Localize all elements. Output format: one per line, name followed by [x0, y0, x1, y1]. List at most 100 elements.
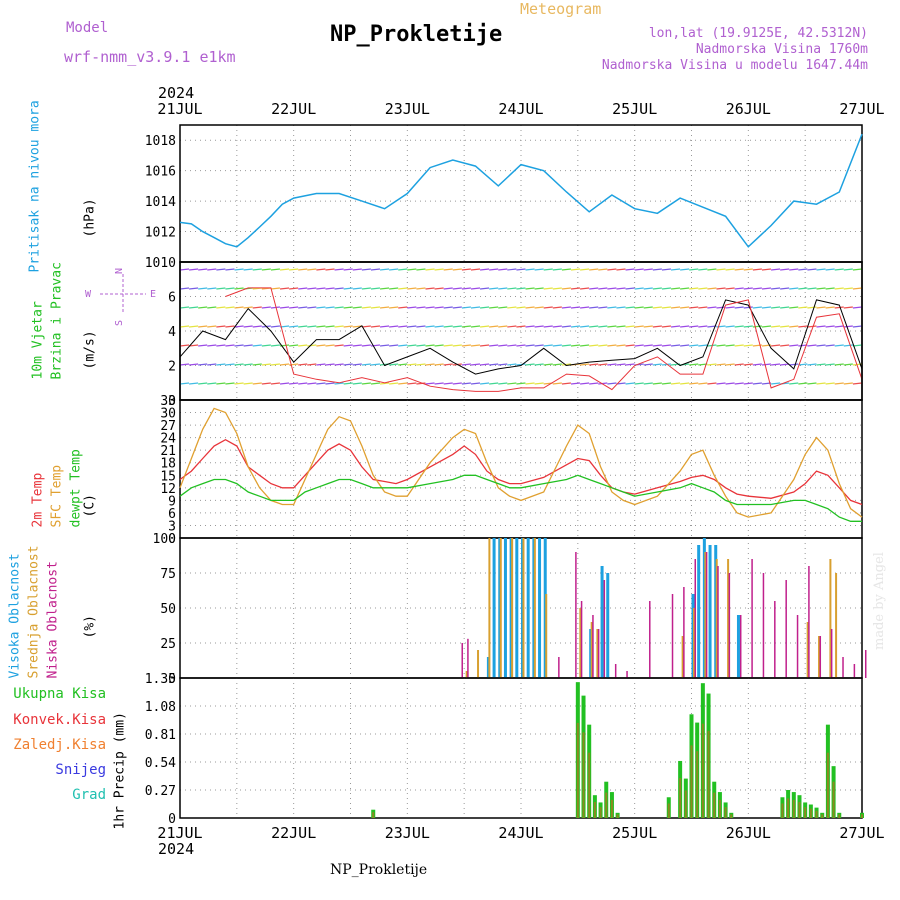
precip-conv-bar [576, 722, 579, 818]
wind-arrow [616, 306, 626, 309]
x-tick-label-bottom: 26JUL [726, 824, 771, 842]
cloud-bar-low_cloud [739, 615, 742, 678]
cloud-bar-low_cloud [705, 552, 708, 678]
wind-arrow [470, 287, 481, 290]
wind-arrow [625, 268, 635, 271]
wind-arrow [689, 344, 699, 347]
wind-arrow [525, 363, 535, 366]
wind-arrow [834, 287, 844, 290]
wind-arrow [743, 306, 753, 309]
wind-arrow [343, 287, 353, 290]
x-tick-label-top: 22JUL [271, 100, 316, 118]
wind-arrow [261, 382, 271, 385]
wind-arrow [398, 363, 408, 366]
wind-arrow [289, 325, 299, 328]
wind-arrow [289, 382, 299, 385]
wind-arrow [825, 287, 835, 290]
wind-arrow [352, 344, 362, 347]
y-tick-label: 15 [160, 469, 176, 484]
wind-arrow [225, 306, 235, 309]
cloud-bar-low_cloud [842, 657, 844, 678]
model-elevation-text: Nadmorska Visina u modelu 1647.44m [601, 58, 868, 73]
cloud-bar-low_cloud [597, 629, 600, 678]
wind-arrow [416, 382, 426, 385]
wind-arrow [798, 306, 808, 309]
wind-arrow [652, 382, 662, 385]
wind-arrow [343, 325, 353, 328]
wind-arrow [607, 268, 617, 271]
year-bottom: 2024 [158, 840, 194, 858]
cloud-bar-low_cloud [717, 566, 719, 678]
wind-arrow [279, 382, 290, 385]
cloud-bar-mid_cloud [533, 538, 536, 678]
wind-arrow [489, 287, 499, 290]
precip-conv-bar [718, 799, 721, 818]
wind-arrow [425, 382, 435, 385]
wind-compass: W E N S [85, 268, 156, 326]
cloud-bar-low_cloud [626, 671, 628, 678]
precip-conv-bar [667, 803, 670, 818]
wind-arrow [480, 287, 490, 290]
wind-arrow [298, 306, 308, 309]
wind-arrow [389, 287, 399, 290]
wind-arrow [243, 344, 253, 347]
wind-arrow [325, 363, 335, 366]
wind-arrow [343, 382, 353, 385]
cloud-bar-mid_cloud [499, 538, 502, 678]
compass-s: S [114, 320, 125, 326]
legend-konvek-kisa: Konvek.Kisa [13, 712, 106, 728]
wind-arrow [407, 325, 417, 328]
wind-arrow [552, 287, 562, 290]
wind-arrow [525, 344, 535, 347]
x-tick-label-bottom: 23JUL [385, 824, 430, 842]
wind-arrow [179, 306, 190, 309]
cloud-bar-high_cloud [538, 538, 542, 678]
wind-arrow [225, 325, 235, 328]
cloud-bar-mid_cloud [681, 636, 684, 678]
wind-arrow [661, 325, 672, 328]
wind-arrow [470, 268, 481, 271]
x-tick-label-bottom: 25JUL [612, 824, 657, 842]
wind-arrow [516, 344, 526, 347]
wind-arrow [179, 382, 190, 385]
wind-arrow [425, 363, 435, 366]
wind-arrow [316, 287, 326, 290]
wind-arrow [370, 382, 381, 385]
wind-arrow [589, 363, 599, 366]
wind-arrow [516, 363, 526, 366]
y-tick-label: 24 [160, 432, 176, 447]
x-tick-label-bottom: 27JUL [839, 824, 884, 842]
wind-arrow [434, 344, 444, 347]
wind-arrow [189, 382, 199, 385]
meteogram-subtitle: Meteogram [520, 0, 602, 18]
wind-arrow [398, 306, 408, 309]
wind-arrow [507, 363, 517, 366]
wind-arrow [480, 268, 490, 271]
wind-arrow [771, 268, 781, 271]
wind-arrow [352, 306, 362, 309]
wind-arrow [807, 382, 817, 385]
precip-conv-bar [616, 814, 619, 818]
wind-arrow [825, 306, 835, 309]
y-tick-label: 0 [168, 394, 176, 409]
x-tick-label-bottom: 24JUL [498, 824, 543, 842]
wind-arrow [670, 325, 681, 328]
wind-arrow [480, 306, 490, 309]
wind-arrow [825, 382, 835, 385]
wind-arrow [216, 287, 226, 290]
wind-arrow [261, 344, 271, 347]
wind-arrow [316, 382, 326, 385]
wind-arrow [598, 325, 608, 328]
wind-arrow [443, 382, 453, 385]
wind-arrow [216, 325, 226, 328]
wind-arrow [580, 382, 590, 385]
y-tick-label: 27 [160, 419, 176, 434]
wind-arrow [361, 363, 371, 366]
wind-arrow [689, 306, 699, 309]
wind-arrow [716, 287, 726, 290]
wind-arrow [589, 306, 599, 309]
panel-pressure: 1010 1012 1014 1016 1018 [145, 124, 863, 271]
wind-arrow [843, 306, 853, 309]
wind-arrow [525, 306, 535, 309]
